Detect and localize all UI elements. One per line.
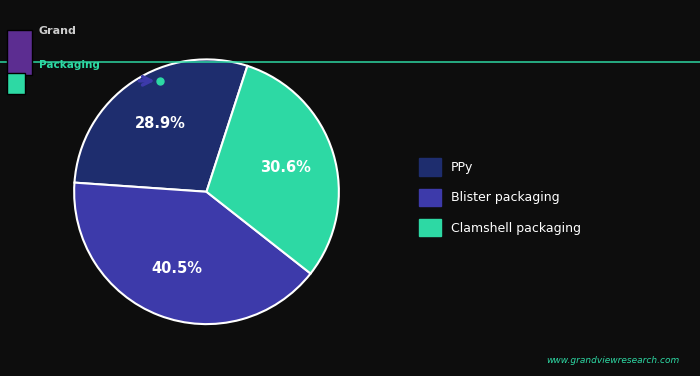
Wedge shape	[74, 183, 311, 324]
Text: www.grandviewresearch.com: www.grandviewresearch.com	[546, 356, 679, 365]
Text: 28.9%: 28.9%	[135, 116, 186, 131]
Text: Grand: Grand	[38, 26, 76, 36]
Wedge shape	[206, 66, 339, 273]
Text: 40.5%: 40.5%	[151, 261, 202, 276]
Wedge shape	[74, 59, 247, 192]
Text: 30.6%: 30.6%	[260, 161, 310, 175]
Legend: PPy, Blister packaging, Clamshell packaging: PPy, Blister packaging, Clamshell packag…	[412, 152, 587, 243]
Text: Packaging: Packaging	[38, 60, 99, 70]
